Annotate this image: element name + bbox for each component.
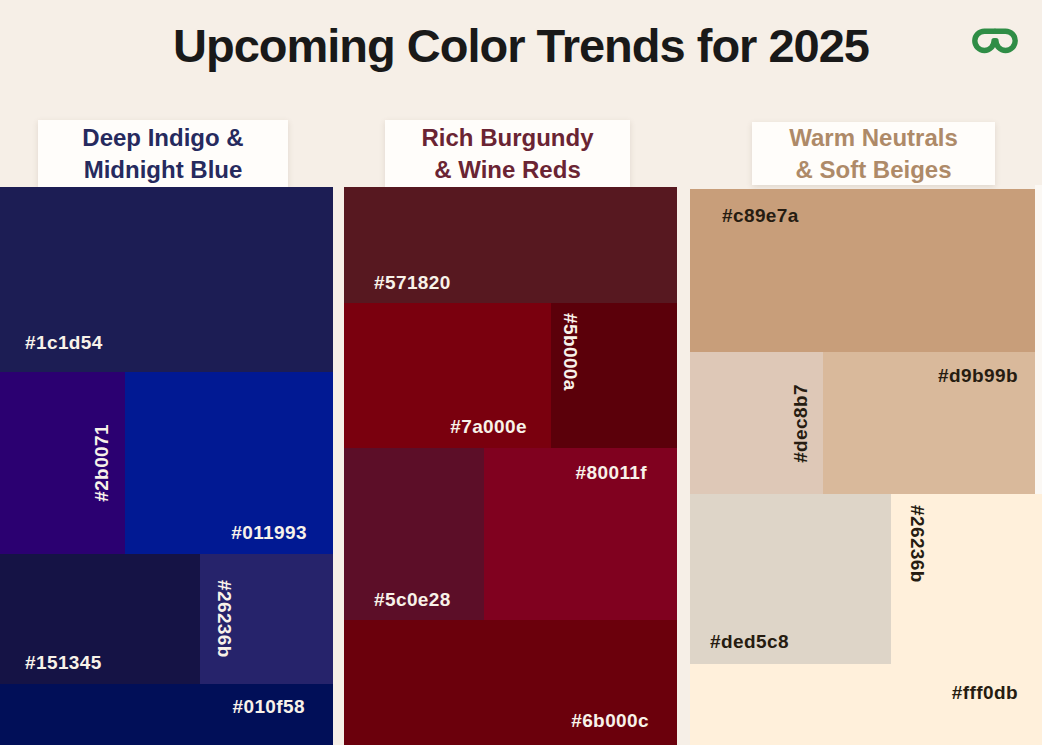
palette-header-beige: Warm Neutrals & Soft Beiges [752, 122, 995, 185]
swatch-label: #dec8b7 [790, 384, 812, 463]
swatch-6b000c: #6b000c [344, 620, 677, 745]
color-trends-infographic: Upcoming Color Trends for 2025 Deep Indi… [0, 0, 1042, 745]
swatch-dec8b7: #dec8b7 [690, 352, 823, 494]
swatch-1c1d54: #1c1d54 [0, 187, 333, 372]
swatch-cream-26236b-label: #26236b [891, 494, 1042, 664]
swatch-7a000e: #7a000e [344, 303, 551, 448]
right-margin-strip [1035, 185, 1042, 494]
swatch-label: #c89e7a [722, 205, 799, 227]
swatch-label: #571820 [374, 272, 451, 294]
swatch-c89e7a: #c89e7a [690, 189, 1035, 352]
palette-title-line: Warm Neutrals [789, 122, 958, 154]
swatch-010f58: #010f58 [0, 684, 333, 745]
palette-title-line: & Soft Beiges [795, 154, 951, 186]
palette-title-line: Rich Burgundy [422, 122, 594, 154]
swatch-ded5c8: #ded5c8 [690, 494, 891, 664]
palette-header-indigo: Deep Indigo & Midnight Blue [38, 120, 288, 187]
swatch-fff0db: #fff0db [690, 664, 1042, 745]
palette-title-line: Midnight Blue [84, 154, 243, 186]
swatch-label: #5c0e28 [374, 589, 451, 611]
swatch-label: #26236b [213, 580, 235, 658]
swatch-label: #80011f [576, 462, 647, 484]
swatch-label: #5b000a [559, 313, 581, 391]
swatch-571820: #571820 [344, 187, 677, 303]
swatch-5b000a: #5b000a [551, 303, 677, 448]
swatch-label: #011993 [231, 522, 307, 544]
geeksforgeeks-logo-glyph [968, 22, 1022, 58]
swatch-151345: #151345 [0, 554, 200, 684]
swatch-label: #7a000e [450, 416, 527, 438]
swatch-26236b: #26236b [200, 554, 333, 684]
swatch-label: #2b0071 [91, 424, 113, 502]
swatch-label: #1c1d54 [25, 332, 103, 354]
swatch-label: #26236b [906, 505, 928, 583]
swatch-label: #fff0db [952, 682, 1018, 704]
palette-title-line: Deep Indigo & [82, 122, 243, 154]
page-title: Upcoming Color Trends for 2025 [0, 18, 1042, 73]
swatch-2b0071: #2b0071 [0, 372, 125, 554]
swatch-5c0e28: #5c0e28 [344, 448, 484, 620]
swatch-d9b99b: #d9b99b [823, 352, 1035, 494]
swatch-label: #6b000c [571, 710, 649, 732]
swatch-label: #ded5c8 [710, 631, 789, 653]
swatch-label: #151345 [25, 652, 102, 674]
palette-header-burgundy: Rich Burgundy & Wine Reds [385, 120, 630, 187]
geeksforgeeks-logo [968, 22, 1022, 58]
swatch-011993: #011993 [125, 372, 333, 554]
swatch-label: #010f58 [232, 696, 305, 718]
palette-title-line: & Wine Reds [434, 154, 580, 186]
swatch-label: #d9b99b [938, 365, 1018, 387]
swatch-80011f: #80011f [484, 448, 677, 620]
